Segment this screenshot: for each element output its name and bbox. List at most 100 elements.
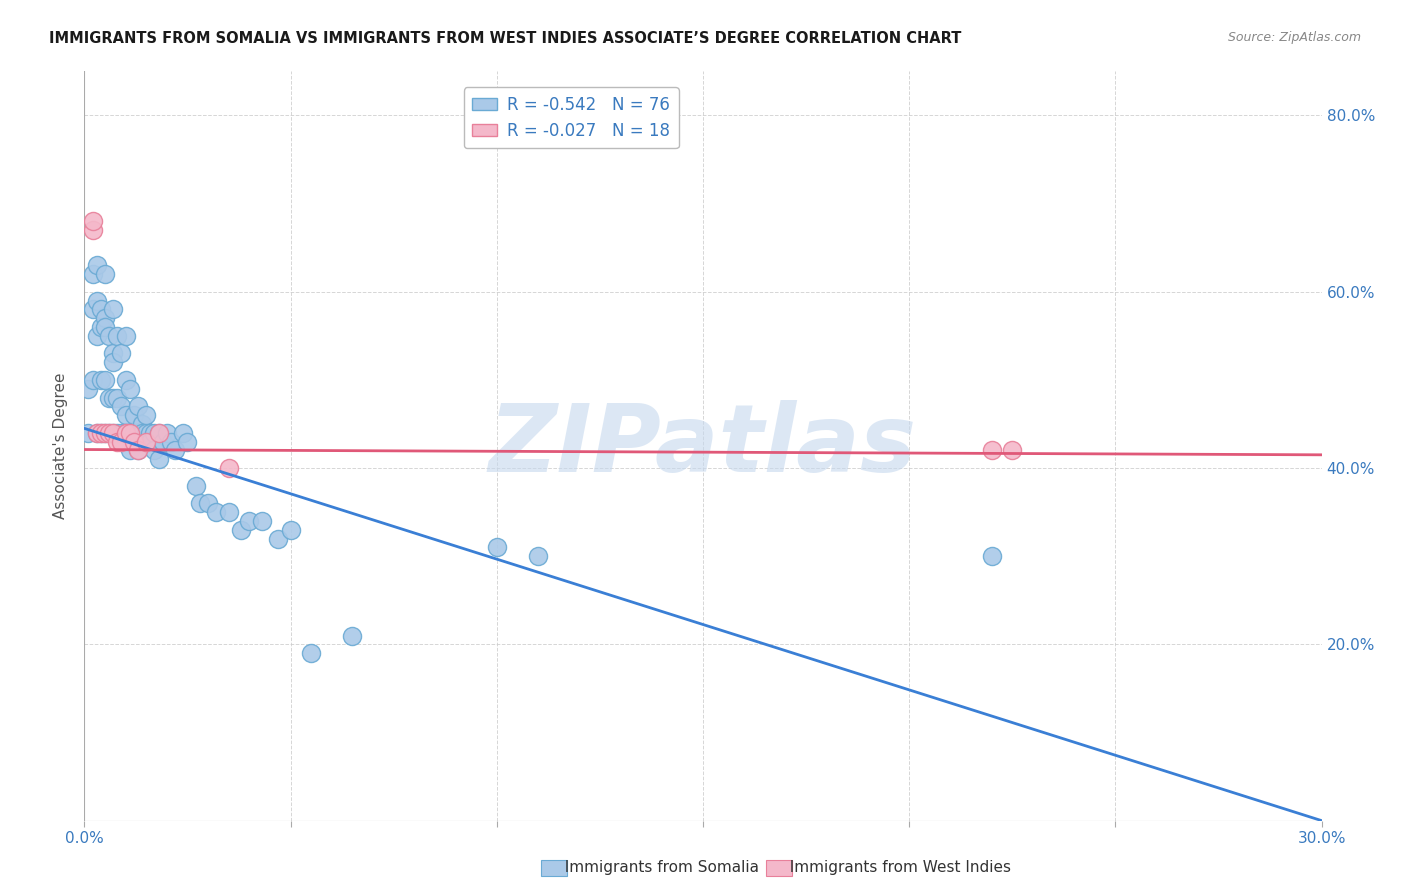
Point	[103, 355, 125, 369]
Point	[135, 425, 157, 440]
Point	[152, 434, 174, 449]
Point	[86, 293, 108, 308]
Point	[127, 400, 149, 414]
Point	[98, 328, 121, 343]
Point	[527, 549, 550, 564]
Point	[485, 541, 508, 555]
Point	[267, 532, 290, 546]
Point	[103, 302, 125, 317]
Point	[188, 496, 211, 510]
Point	[110, 425, 132, 440]
Text: IMMIGRANTS FROM SOMALIA VS IMMIGRANTS FROM WEST INDIES ASSOCIATE’S DEGREE CORREL: IMMIGRANTS FROM SOMALIA VS IMMIGRANTS FR…	[49, 31, 962, 46]
Point	[90, 320, 112, 334]
Point	[110, 400, 132, 414]
Point	[250, 514, 273, 528]
Point	[114, 408, 136, 422]
Point	[135, 408, 157, 422]
Point	[82, 214, 104, 228]
Point	[122, 434, 145, 449]
Point	[82, 373, 104, 387]
Point	[90, 302, 112, 317]
Point	[299, 646, 322, 660]
Text: Immigrants from Somalia: Immigrants from Somalia	[555, 860, 759, 874]
Point	[90, 425, 112, 440]
Point	[77, 382, 100, 396]
Point	[184, 478, 207, 492]
Point	[90, 425, 112, 440]
Point	[98, 425, 121, 440]
Point	[1001, 443, 1024, 458]
Point	[160, 434, 183, 449]
Point	[135, 434, 157, 449]
Point	[110, 434, 132, 449]
Point	[82, 302, 104, 317]
Point	[118, 425, 141, 440]
Point	[139, 434, 162, 449]
Point	[77, 425, 100, 440]
Point	[103, 391, 125, 405]
Point	[176, 434, 198, 449]
Point	[114, 328, 136, 343]
Point	[342, 628, 364, 642]
Point	[82, 223, 104, 237]
Point	[94, 425, 117, 440]
Point	[139, 425, 162, 440]
Legend: R = -0.542   N = 76, R = -0.027   N = 18: R = -0.542 N = 76, R = -0.027 N = 18	[464, 87, 679, 148]
Point	[86, 328, 108, 343]
Point	[127, 425, 149, 440]
Point	[131, 425, 153, 440]
Point	[114, 373, 136, 387]
Text: Source: ZipAtlas.com: Source: ZipAtlas.com	[1227, 31, 1361, 45]
Point	[98, 425, 121, 440]
Point	[197, 496, 219, 510]
Point	[90, 373, 112, 387]
Point	[103, 425, 125, 440]
Point	[86, 425, 108, 440]
Point	[105, 391, 128, 405]
Point	[980, 443, 1002, 458]
Point	[105, 328, 128, 343]
Point	[94, 267, 117, 281]
Point	[980, 549, 1002, 564]
Point	[105, 434, 128, 449]
Point	[238, 514, 260, 528]
Point	[122, 408, 145, 422]
Point	[148, 425, 170, 440]
Point	[118, 443, 141, 458]
Point	[82, 267, 104, 281]
Point	[103, 425, 125, 440]
Point	[148, 452, 170, 467]
Point	[94, 373, 117, 387]
Point	[205, 505, 228, 519]
Point	[114, 425, 136, 440]
Point	[127, 443, 149, 458]
Point	[98, 391, 121, 405]
Point	[218, 461, 240, 475]
Point	[156, 425, 179, 440]
Y-axis label: Associate's Degree: Associate's Degree	[53, 373, 69, 519]
Text: Immigrants from West Indies: Immigrants from West Indies	[780, 860, 1011, 874]
Point	[122, 425, 145, 440]
Point	[229, 523, 252, 537]
Point	[148, 425, 170, 440]
Point	[118, 425, 141, 440]
Point	[94, 311, 117, 326]
Point	[165, 443, 187, 458]
Text: ZIPatlas: ZIPatlas	[489, 400, 917, 492]
Point	[86, 425, 108, 440]
Point	[86, 258, 108, 272]
Point	[103, 346, 125, 360]
Point	[110, 346, 132, 360]
Point	[143, 443, 166, 458]
Point	[118, 382, 141, 396]
Point	[94, 320, 117, 334]
Point	[218, 505, 240, 519]
Point	[172, 425, 194, 440]
Point	[143, 425, 166, 440]
Point	[127, 443, 149, 458]
Point	[94, 425, 117, 440]
Point	[135, 434, 157, 449]
Point	[280, 523, 302, 537]
Point	[105, 425, 128, 440]
Point	[114, 425, 136, 440]
